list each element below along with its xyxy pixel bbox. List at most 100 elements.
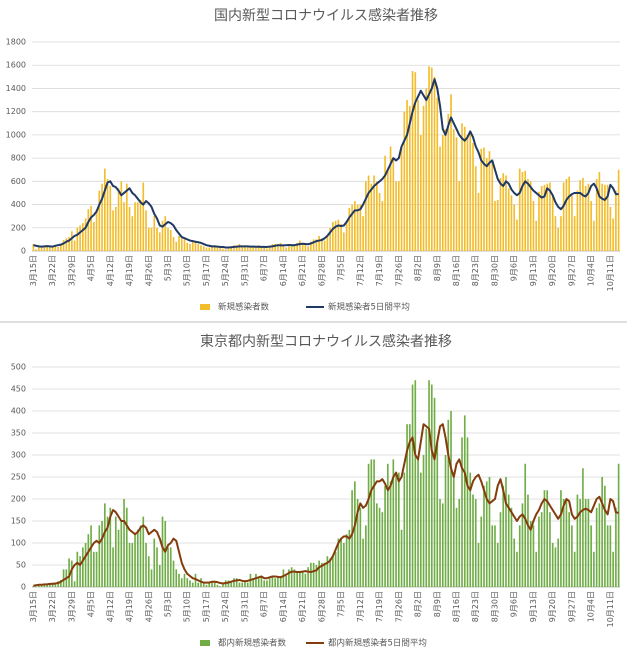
bar [241,246,244,251]
bar [257,578,260,587]
bar [219,247,222,251]
bar [312,239,315,251]
bar [389,146,392,251]
bar [222,582,224,587]
x-tick-label: 6月14日 [279,591,288,622]
bar [301,571,304,587]
x-tick-label: 8月30日 [490,591,499,622]
x-tick-label: 9月27日 [567,255,576,286]
x-tick-label: 6月7日 [260,255,269,281]
bar [186,578,189,587]
bar [455,137,458,251]
bar [494,525,496,587]
bar [579,180,581,251]
bar [560,216,562,251]
bar [573,551,576,587]
bar [158,565,161,587]
bar [60,244,62,251]
bar [299,240,301,251]
bar [153,216,156,251]
bar [367,175,370,251]
bar [299,571,301,587]
bar [392,459,395,587]
bar [235,246,238,251]
x-tick-label: 5月24日 [221,255,230,286]
bar [233,578,235,587]
x-tick-label: 3月22日 [48,255,57,286]
bar [403,111,406,252]
bar [376,181,378,251]
bar [373,175,375,251]
bar [197,582,200,587]
bar [101,183,103,251]
x-tick-label: 8月16日 [452,255,461,286]
bar [46,583,48,587]
bar [282,569,285,587]
bar [90,525,92,587]
bar [189,244,191,251]
bar [395,472,397,587]
bar [332,221,334,251]
bar [444,455,447,587]
bar [510,195,513,251]
bar [543,490,546,587]
y-tick-label: 350 [11,429,26,438]
bar [408,105,411,251]
x-tick-label: 4月12日 [106,591,115,622]
bar [49,583,51,587]
bar [216,246,219,251]
bar [362,216,364,251]
bar [507,188,510,251]
bar [513,204,516,251]
x-tick-label: 4月5日 [87,591,96,617]
bar [598,503,601,587]
bar [560,490,562,587]
bar [109,185,112,251]
bar [403,472,406,587]
bar [428,66,430,251]
y-tick-label: 1800 [6,38,26,47]
x-tick-label: 3月29日 [67,591,76,622]
bar [551,196,554,251]
bar [458,499,461,587]
bar [332,556,334,587]
y-tick-label: 600 [11,177,26,186]
bar [447,113,450,251]
bar [430,384,433,587]
bar [428,380,430,587]
x-tick-label: 4月26日 [144,255,153,286]
bar [260,246,263,251]
x-tick-label: 3月15日 [29,591,38,622]
bar [463,415,466,587]
bar [150,569,153,587]
bar [95,551,98,587]
bar [378,192,381,251]
bar [466,437,469,587]
bar [128,543,131,587]
y-tick-label: 150 [11,517,26,526]
x-tick-label: 7月19日 [375,255,384,286]
bar [554,216,557,251]
bar [92,221,95,251]
bar [461,123,463,251]
y-tick-label: 400 [11,200,26,209]
bar [277,576,279,587]
bar [288,569,290,587]
bar [271,576,274,587]
y-tick-label: 1200 [6,107,26,116]
bar [54,245,57,251]
bar [323,240,326,251]
bar [197,244,200,251]
bar [326,237,329,251]
bar [386,169,389,251]
chart-title: 国内新型コロナウイルス感染者推移 [214,7,438,24]
x-tick-label: 6月7日 [260,591,269,617]
bar [178,235,180,251]
bar [518,525,521,587]
bar [354,201,356,251]
bar [510,507,513,587]
bar [373,459,375,587]
bar [499,512,502,587]
bar [527,494,529,587]
bar [549,182,551,251]
